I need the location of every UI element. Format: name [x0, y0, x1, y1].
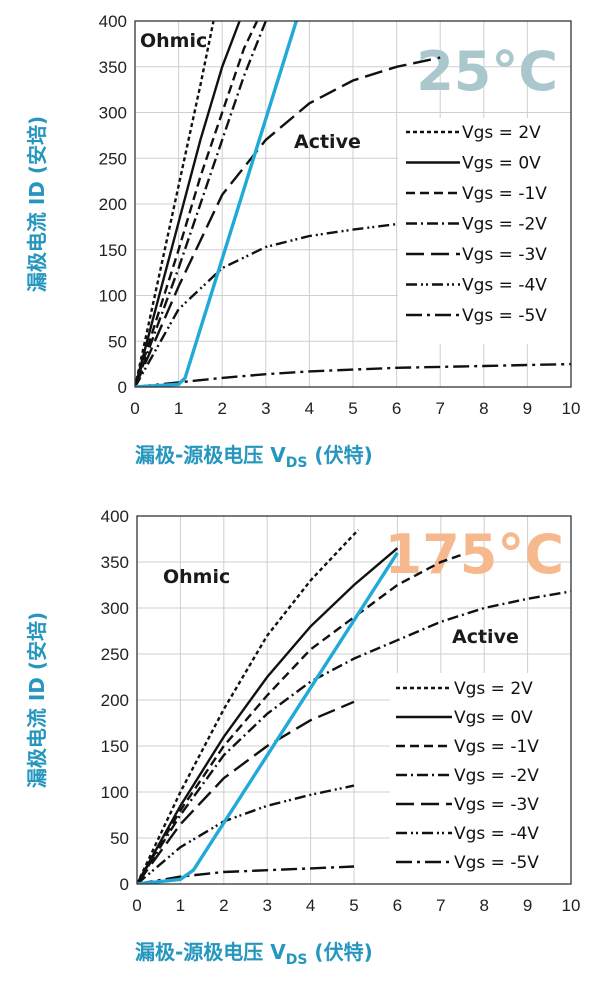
legend-label: Vgs = 0V	[462, 154, 541, 174]
x-tick-label: 10	[562, 896, 581, 915]
x-tick-label: 1	[176, 896, 185, 915]
x-tick-label: 2	[217, 399, 226, 418]
legend-label: Vgs = -4V	[454, 824, 539, 844]
legend: Vgs = 2V Vgs = 0V Vgs = -1V Vgs = -2V Vgs = …	[396, 679, 539, 873]
x-tick-label: 9	[523, 896, 532, 915]
legend-label: Vgs = 2V	[462, 123, 541, 143]
x-tick-label: 7	[435, 399, 444, 418]
x-tick-label: 6	[393, 896, 402, 915]
y-tick-label: 250	[99, 149, 127, 168]
y-tick-label: 400	[101, 507, 129, 526]
legend-label: Vgs = -5V	[462, 306, 547, 326]
y-tick-label: 350	[99, 58, 127, 77]
series-line-vgs-5v	[135, 362, 571, 387]
series-group	[137, 528, 571, 884]
x-tick-label: 1	[174, 399, 183, 418]
y-tick-label: 400	[99, 12, 127, 31]
legend-label: Vgs = -5V	[454, 853, 539, 873]
x-tick-label: 9	[523, 399, 532, 418]
y-axis-label: 漏极电流 ID (安培)	[25, 116, 49, 292]
legend-label: Vgs = -3V	[454, 795, 539, 815]
series-line-vgs-4v	[137, 784, 355, 884]
legend-label: Vgs = 0V	[454, 708, 533, 728]
x-tick-label: 3	[261, 399, 270, 418]
series-line-vgs-3v	[137, 700, 355, 884]
series-line-vgs-2v	[137, 528, 360, 884]
legend-label: Vgs = -3V	[462, 245, 547, 265]
legend-label: Vgs = -1V	[462, 184, 547, 204]
legend-label: Vgs = -2V	[454, 766, 539, 786]
series-line-vgs-0v	[135, 21, 241, 387]
x-tick-label: 5	[348, 399, 357, 418]
series-line-vgs-1v	[135, 21, 259, 387]
x-tick-label: 5	[349, 896, 358, 915]
plot-frame	[136, 515, 572, 885]
ohmic-active-boundary-line	[135, 21, 298, 387]
series-line-vgs-2v	[137, 590, 571, 884]
y-tick-label: 350	[101, 553, 129, 572]
x-tick-label: 2	[219, 896, 228, 915]
x-axis-label: 漏极-源极电压 VDS (伏特)	[135, 940, 373, 968]
series-line-vgs-5v	[137, 865, 355, 884]
legend-label: Vgs = -4V	[462, 276, 547, 296]
legend-label: Vgs = -2V	[462, 215, 547, 235]
temperature-label: 175°C	[385, 523, 564, 586]
y-axis-label: 漏极电流 ID (安培)	[25, 612, 49, 788]
x-tick-label: 8	[479, 896, 488, 915]
x-axis-label: 漏极-源极电压 VDS (伏特)	[135, 443, 373, 471]
y-tick-label: 100	[99, 287, 127, 306]
x-tick-label: 4	[306, 896, 315, 915]
legend: Vgs = 2V Vgs = 0V Vgs = -1V Vgs = -2V Vgs = …	[406, 123, 547, 326]
legend-background	[390, 673, 572, 888]
legend-label: Vgs = -1V	[454, 737, 539, 757]
y-tick-label: 200	[99, 195, 127, 214]
legend-background	[398, 118, 573, 344]
y-tick-label: 0	[118, 378, 127, 397]
y-tick-label: 0	[120, 875, 129, 894]
series-line-vgs-2v	[135, 21, 215, 387]
series-line-vgs-0v	[137, 547, 399, 884]
y-tick-label: 50	[110, 829, 129, 848]
ohmic-active-boundary-line	[137, 551, 399, 884]
y-tick-label: 150	[101, 737, 129, 756]
x-tick-label: 6	[392, 399, 401, 418]
x-tick-label: 3	[262, 896, 271, 915]
x-tick-label: 8	[479, 399, 488, 418]
y-tick-label: 300	[99, 104, 127, 123]
annotation-ohmic: Ohmic	[163, 566, 230, 588]
y-tick-label: 300	[101, 599, 129, 618]
series-line-vgs-2v	[135, 21, 267, 387]
annotation-active: Active	[452, 626, 519, 648]
x-tick-label: 0	[132, 896, 141, 915]
series-line-vgs-4v	[135, 222, 397, 387]
x-tick-label: 7	[436, 896, 445, 915]
y-tick-label: 250	[101, 645, 129, 664]
temperature-label: 25°C	[416, 40, 558, 103]
y-tick-label: 200	[101, 691, 129, 710]
plot-frame	[134, 20, 572, 388]
y-tick-label: 50	[108, 332, 127, 351]
series-group	[135, 21, 571, 387]
x-tick-label: 4	[305, 399, 314, 418]
annotation-ohmic: Ohmic	[140, 30, 207, 52]
y-tick-label: 100	[101, 783, 129, 802]
legend-label: Vgs = 2V	[454, 679, 533, 699]
series-line-vgs-3v	[135, 56, 441, 387]
x-tick-label: 10	[562, 399, 581, 418]
y-tick-label: 150	[99, 241, 127, 260]
annotation-active: Active	[294, 131, 361, 153]
x-tick-label: 0	[130, 399, 139, 418]
